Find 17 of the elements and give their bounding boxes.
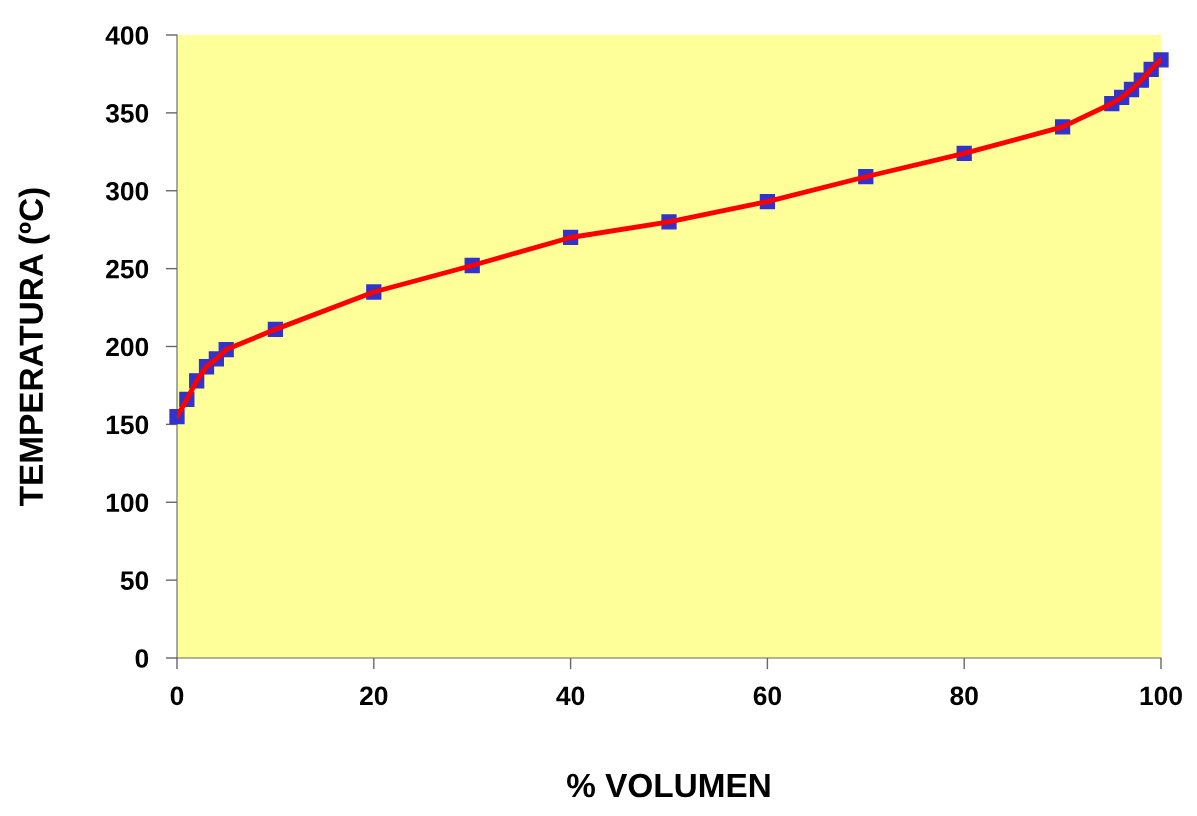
y-tick-label: 250 [106,259,149,279]
x-tick-label: 80 [950,686,978,706]
y-axis-title: TEMPERATURA (ºC) [18,188,50,506]
x-tick-label: 20 [360,686,388,706]
y-tick-label: 300 [105,181,149,201]
x-tick-label: 60 [753,686,781,706]
y-tick-label: 400 [105,26,149,45]
y-tick-label: 200 [106,337,149,357]
y-tick-label: 0 [135,649,149,668]
x-tick-label: 0 [170,686,184,706]
y-tick-label: 50 [120,571,149,590]
y-tick-label: 150 [106,415,149,435]
y-tick-label: 350 [105,104,149,123]
y-tick-label: 100 [106,493,149,513]
x-tick-label: 100 [1140,686,1182,706]
x-axis-title: % VOLUMEN [567,773,770,798]
x-tick-label: 40 [556,686,585,706]
